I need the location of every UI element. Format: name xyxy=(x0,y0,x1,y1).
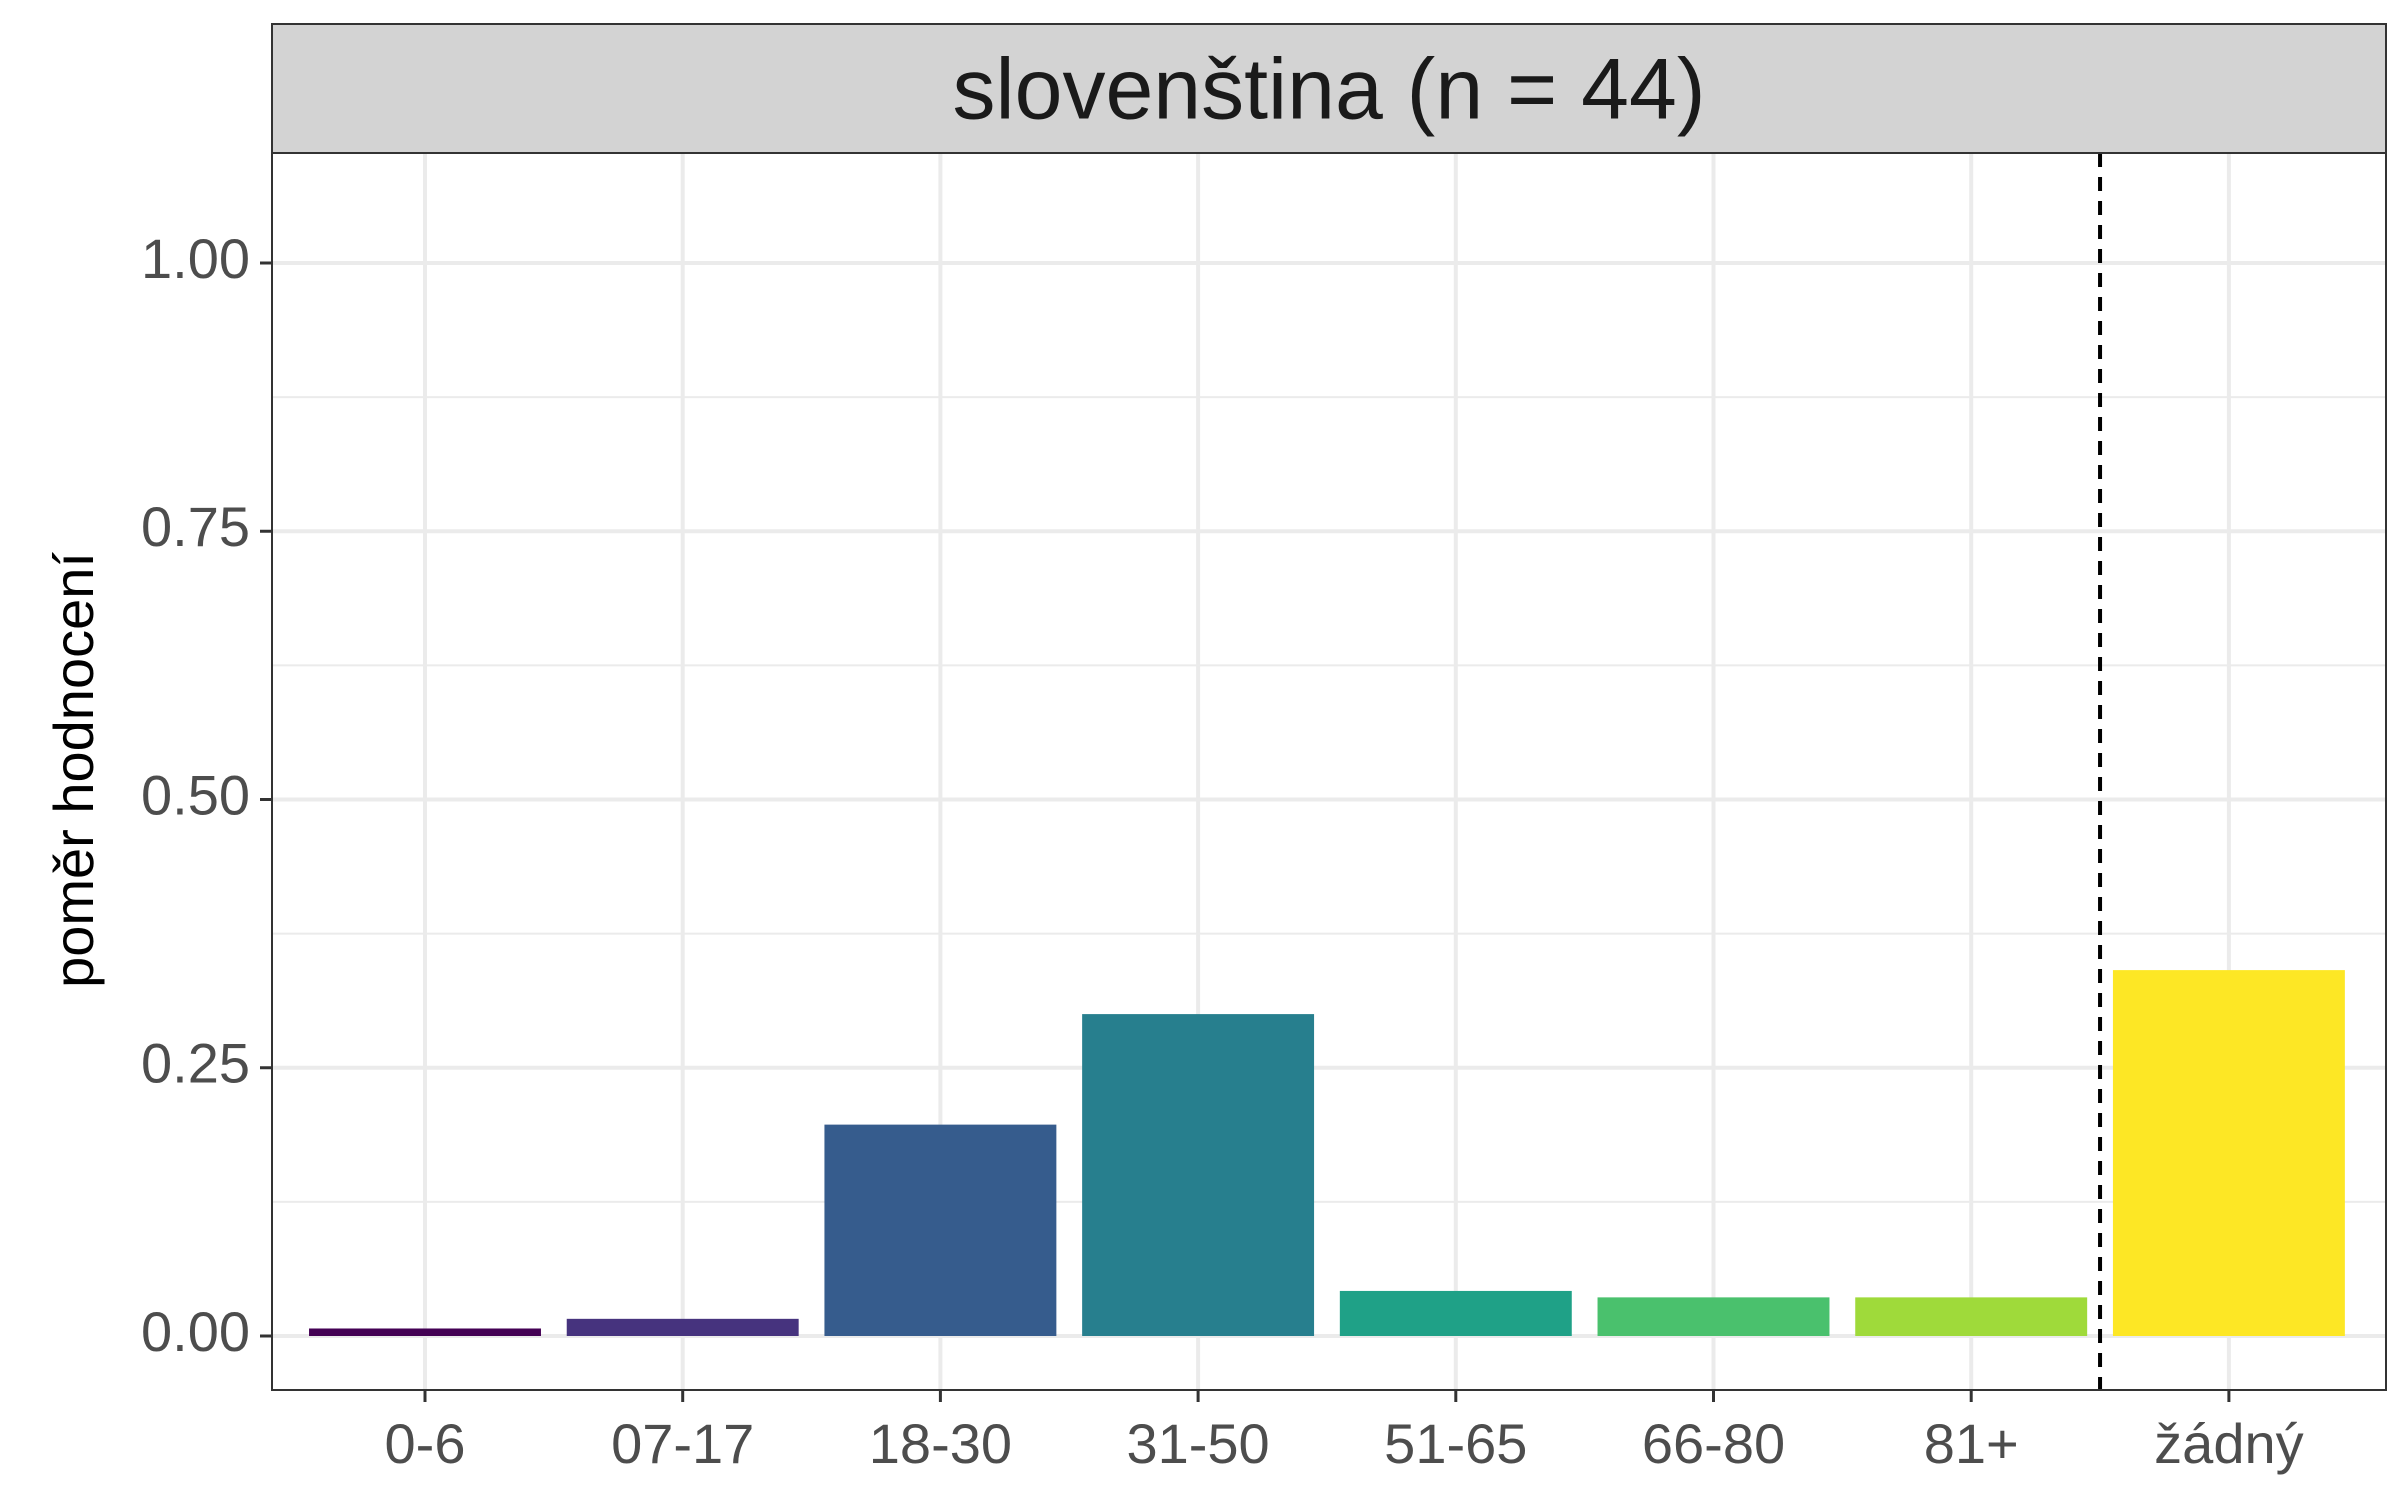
bar-18-30 xyxy=(824,1124,1057,1336)
y-tick-label: 0.75 xyxy=(141,495,250,558)
y-tick-label: 0.00 xyxy=(141,1300,250,1363)
x-tick-label: 51-65 xyxy=(1384,1412,1527,1475)
y-axis-title: poměr hodnocení xyxy=(42,552,105,988)
x-tick-label: 31-50 xyxy=(1126,1412,1269,1475)
x-tick-label: žádný xyxy=(2154,1412,2303,1475)
major-gridlines xyxy=(272,153,2386,1390)
facet-strip xyxy=(271,23,2387,154)
bar-81+ xyxy=(1855,1297,2088,1336)
bars xyxy=(309,970,2345,1336)
y-tick-label: 1.00 xyxy=(141,227,250,290)
plot-panel xyxy=(272,153,2386,1390)
y-tick-label: 0.50 xyxy=(141,763,250,826)
x-tick-label: 18-30 xyxy=(869,1412,1012,1475)
bar-0-6 xyxy=(309,1328,541,1336)
minor-gridlines xyxy=(272,396,2386,1203)
bar-07-17 xyxy=(566,1318,799,1336)
y-tick-label: 0.25 xyxy=(141,1032,250,1095)
facet-label: slovenština (n = 44) xyxy=(953,42,1706,138)
bar-66-80 xyxy=(1597,1297,1830,1336)
x-tick-label: 0-6 xyxy=(385,1412,466,1475)
x-tick-label: 66-80 xyxy=(1642,1412,1785,1475)
x-tick-label: 81+ xyxy=(1924,1412,2019,1475)
y-axis-ticks: 0.00 0.25 0.50 0.75 1.00 xyxy=(141,227,272,1363)
bar-51-65 xyxy=(1339,1290,1572,1336)
x-axis-ticks: 0-6 07-17 18-30 31-50 51-65 66-80 81+ žádný xyxy=(385,1390,2304,1475)
x-tick-label: 07-17 xyxy=(611,1412,754,1475)
plot-panel-border xyxy=(271,152,2387,1391)
bar-žádný xyxy=(2112,970,2345,1336)
bar-31-50 xyxy=(1082,1014,1315,1336)
